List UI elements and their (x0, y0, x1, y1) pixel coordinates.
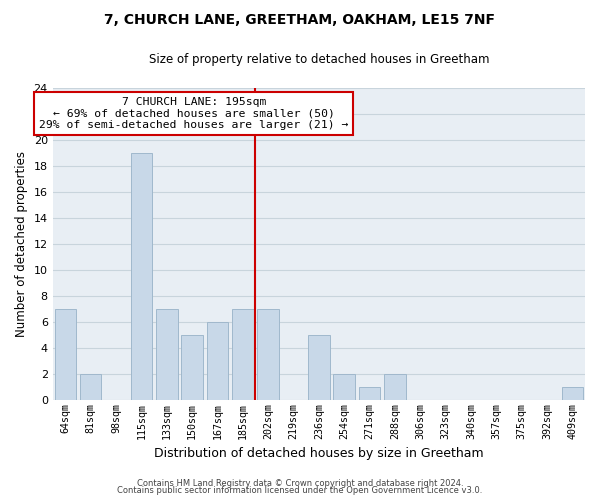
Bar (206, 322, 228, 400)
Text: Contains HM Land Registry data © Crown copyright and database right 2024.: Contains HM Land Registry data © Crown c… (137, 478, 463, 488)
Bar (55, 309, 76, 400)
Text: 7 CHURCH LANE: 195sqm
← 69% of detached houses are smaller (50)
29% of semi-deta: 7 CHURCH LANE: 195sqm ← 69% of detached … (39, 97, 349, 130)
Bar (308, 335, 329, 400)
Bar (359, 387, 380, 400)
Bar (334, 374, 355, 400)
Bar (562, 387, 583, 400)
Bar (80, 374, 101, 400)
Bar (181, 335, 203, 400)
Bar (384, 374, 406, 400)
Bar (156, 309, 178, 400)
Text: 7, CHURCH LANE, GREETHAM, OAKHAM, LE15 7NF: 7, CHURCH LANE, GREETHAM, OAKHAM, LE15 7… (104, 12, 496, 26)
Title: Size of property relative to detached houses in Greetham: Size of property relative to detached ho… (149, 52, 489, 66)
Text: Contains public sector information licensed under the Open Government Licence v3: Contains public sector information licen… (118, 486, 482, 495)
Bar (131, 152, 152, 400)
Y-axis label: Number of detached properties: Number of detached properties (15, 150, 28, 336)
X-axis label: Distribution of detached houses by size in Greetham: Distribution of detached houses by size … (154, 447, 484, 460)
Bar (257, 309, 279, 400)
Bar (232, 309, 254, 400)
